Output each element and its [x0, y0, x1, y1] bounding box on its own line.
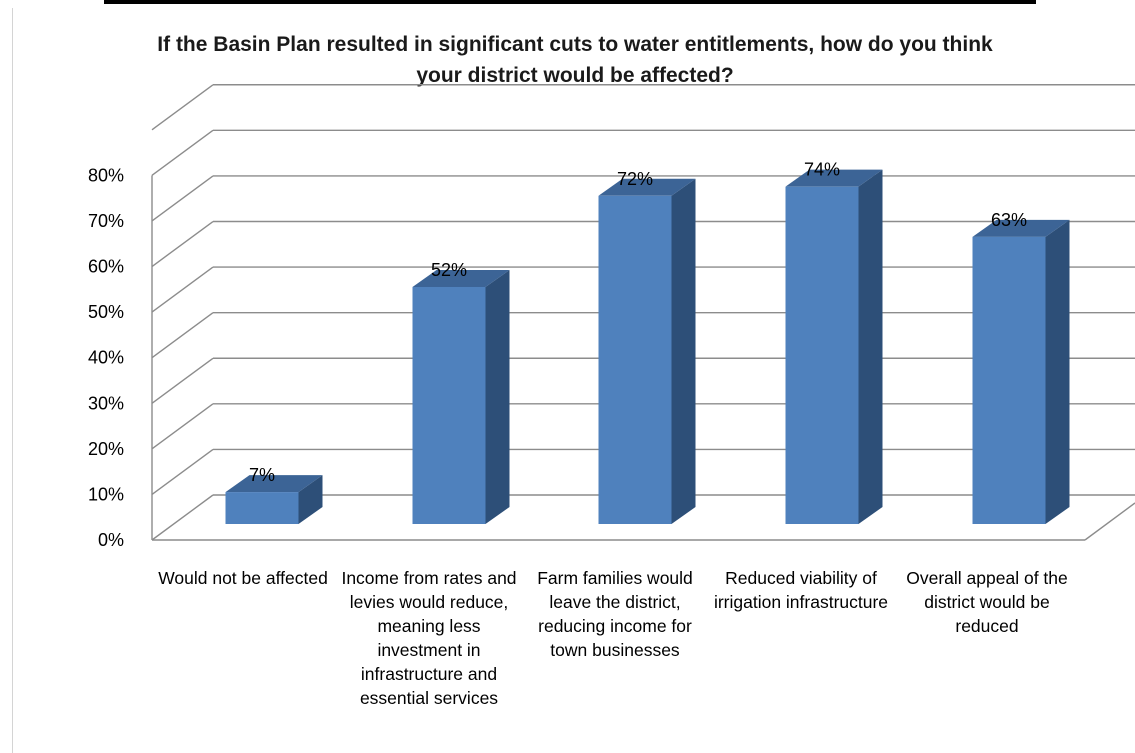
bar-top-2	[412, 269, 510, 287]
bar-side-4	[858, 169, 883, 525]
gridline-wall-3	[151, 357, 214, 404]
floor-right-edge	[1084, 502, 1135, 541]
data-label-3: 72%	[617, 169, 653, 189]
bar-top-1	[225, 475, 323, 493]
y-tick-label: 70%	[88, 211, 124, 231]
chart-title-line-2: your district would be affected?	[416, 64, 734, 87]
y-tick-label: 50%	[88, 302, 124, 322]
data-label-5: 63%	[991, 210, 1027, 230]
category-label-2: Income from rates and levies would reduc…	[341, 568, 517, 708]
bar-3	[598, 195, 672, 524]
gridline-wall-top	[151, 84, 214, 131]
y-tick-label: 0%	[98, 530, 124, 550]
gridline-wall-1	[151, 448, 214, 495]
gridline-wall-5	[151, 266, 214, 313]
chart-title-line-1: If the Basin Plan resulted in significan…	[157, 33, 993, 56]
data-label-2: 52%	[431, 260, 467, 280]
data-label-1: 7%	[249, 465, 275, 485]
data-label-4: 74%	[804, 160, 840, 180]
y-tick-label: 80%	[88, 165, 124, 185]
bar-2	[412, 286, 486, 524]
bar-side-1	[298, 475, 323, 524]
category-label-5: Overall appeal of the district would be …	[906, 568, 1068, 636]
gridline-wall-4	[151, 312, 214, 359]
category-label-1: Would not be affected	[158, 568, 328, 588]
bar-top-3	[598, 178, 696, 196]
y-tick-label: 20%	[88, 439, 124, 459]
gridline-wall-6	[151, 220, 214, 268]
bar-top-4	[785, 169, 883, 187]
bar-side-3	[671, 178, 696, 524]
category-label-3: Farm families would leave the district, …	[537, 568, 693, 660]
y-tick-label: 40%	[88, 348, 124, 368]
category-label-4: Reduced viability of irrigation infrastr…	[713, 568, 889, 612]
gridline-wall-0	[151, 494, 214, 541]
bar-side-5	[1045, 219, 1070, 525]
bar-side-2	[485, 269, 510, 524]
gridline-wall-8	[151, 129, 214, 176]
gridline-wall-2	[151, 403, 214, 450]
y-tick-label: 10%	[88, 484, 124, 504]
bar-5	[972, 236, 1046, 525]
y-tick-label: 60%	[88, 257, 124, 277]
bar-4	[785, 186, 859, 525]
bar-top-5	[972, 219, 1070, 237]
y-tick-label: 30%	[88, 393, 124, 413]
left-border	[12, 8, 13, 753]
gridline-wall-7	[151, 175, 214, 222]
top-border	[104, 0, 1036, 4]
bar-1	[225, 492, 299, 524]
